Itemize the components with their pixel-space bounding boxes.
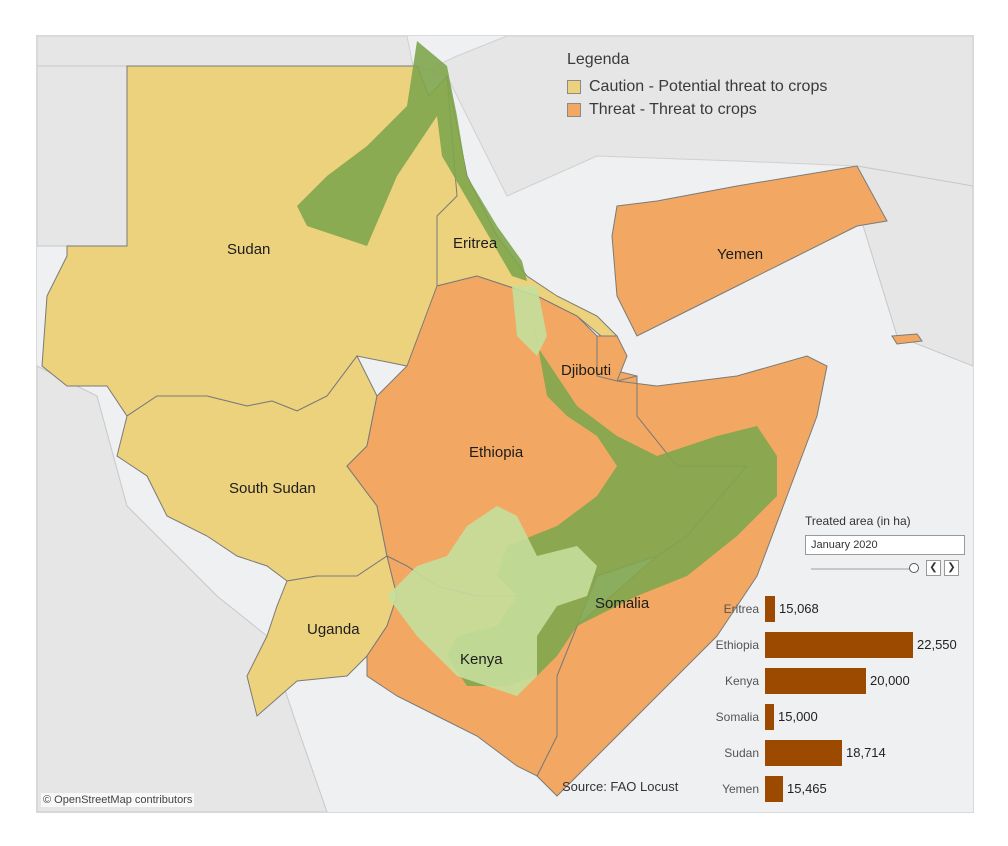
- bar-mark[interactable]: [765, 740, 842, 766]
- label-kenya: Kenya: [460, 651, 503, 668]
- prev-button[interactable]: ❮: [926, 560, 941, 576]
- date-filter-control: Treated area (in ha) January 2020 ❮ ❯: [805, 514, 965, 579]
- label-ethiopia: Ethiopia: [469, 444, 524, 461]
- label-sudan: Sudan: [227, 241, 270, 258]
- bar-row[interactable]: Somalia 15,000: [697, 704, 973, 730]
- bar-category-label: Yemen: [722, 782, 759, 796]
- osm-attribution[interactable]: © OpenStreetMap contributors: [41, 793, 195, 807]
- land-west: [37, 65, 128, 247]
- country-yemen: [611, 165, 888, 337]
- bar-value-label: 15,000: [778, 709, 818, 724]
- label-eritrea: Eritrea: [453, 235, 498, 252]
- slider-handle[interactable]: [909, 563, 919, 573]
- legend-item-caution[interactable]: Caution - Potential threat to crops: [567, 75, 827, 98]
- legend-label-caution: Caution - Potential threat to crops: [589, 77, 828, 95]
- date-filter-dropdown[interactable]: January 2020: [805, 535, 965, 555]
- bar-row[interactable]: Sudan 18,714: [697, 740, 973, 766]
- map-legend: Legenda Caution - Potential threat to cr…: [567, 51, 827, 121]
- swarm-area-ethiopia-light: [512, 286, 547, 356]
- map-canvas: Sudan Eritrea Yemen Djibouti Ethiopia So…: [37, 36, 973, 812]
- bar-row[interactable]: Yemen 15,465: [697, 776, 973, 802]
- label-djibouti: Djibouti: [561, 362, 611, 379]
- bar-category-label: Kenya: [724, 674, 759, 688]
- legend-label-threat: Threat - Threat to crops: [589, 100, 757, 118]
- bar-category-label: Eritrea: [723, 602, 759, 616]
- source-note: Source: FAO Locust: [562, 779, 679, 794]
- label-south-sudan: South Sudan: [229, 480, 316, 497]
- legend-title: Legenda: [567, 51, 630, 68]
- bar-value-label: 20,000: [870, 673, 910, 688]
- bar-row[interactable]: Ethiopia 22,550: [697, 632, 973, 658]
- slider-track[interactable]: [811, 568, 915, 570]
- bar-row[interactable]: Eritrea 15,068: [697, 596, 973, 622]
- swarm-area-sudan-eritrea: [297, 41, 527, 281]
- legend-swatch-caution: [567, 79, 581, 94]
- legend-item-threat[interactable]: Threat - Threat to crops: [567, 98, 827, 121]
- swarm-area-kenya-light: [387, 506, 597, 696]
- bar-mark[interactable]: [765, 776, 783, 802]
- control-title: Treated area (in ha): [805, 514, 911, 528]
- island-socotra: [891, 333, 923, 345]
- label-uganda: Uganda: [307, 621, 360, 638]
- date-slider[interactable]: ❮ ❯: [805, 559, 965, 579]
- bar-row[interactable]: Kenya 20,000: [697, 668, 973, 694]
- bar-value-label: 15,465: [787, 781, 827, 796]
- bar-mark[interactable]: [765, 632, 913, 658]
- country-uganda: [246, 555, 398, 717]
- chevron-left-icon: ❮: [929, 562, 938, 573]
- legend-swatch-threat: [567, 102, 581, 117]
- label-somalia: Somalia: [595, 595, 650, 612]
- bar-category-label: Sudan: [724, 746, 759, 760]
- bar-value-label: 22,550: [917, 637, 957, 652]
- country-djibouti: [596, 335, 628, 382]
- next-button[interactable]: ❯: [944, 560, 959, 576]
- bar-mark[interactable]: [765, 596, 775, 622]
- bar-mark[interactable]: [765, 704, 774, 730]
- bar-category-label: Somalia: [715, 710, 759, 724]
- bar-mark[interactable]: [765, 668, 866, 694]
- bar-value-label: 15,068: [779, 601, 819, 616]
- treated-area-bar-chart: Eritrea 15,068 Ethiopia 22,550 Kenya 20,000 So…: [697, 596, 973, 812]
- label-yemen: Yemen: [717, 246, 763, 263]
- bar-category-label: Ethiopia: [715, 638, 759, 652]
- chevron-right-icon: ❯: [947, 562, 956, 573]
- bar-value-label: 18,714: [846, 745, 886, 760]
- map-frame: Sudan Eritrea Yemen Djibouti Ethiopia So…: [36, 35, 974, 813]
